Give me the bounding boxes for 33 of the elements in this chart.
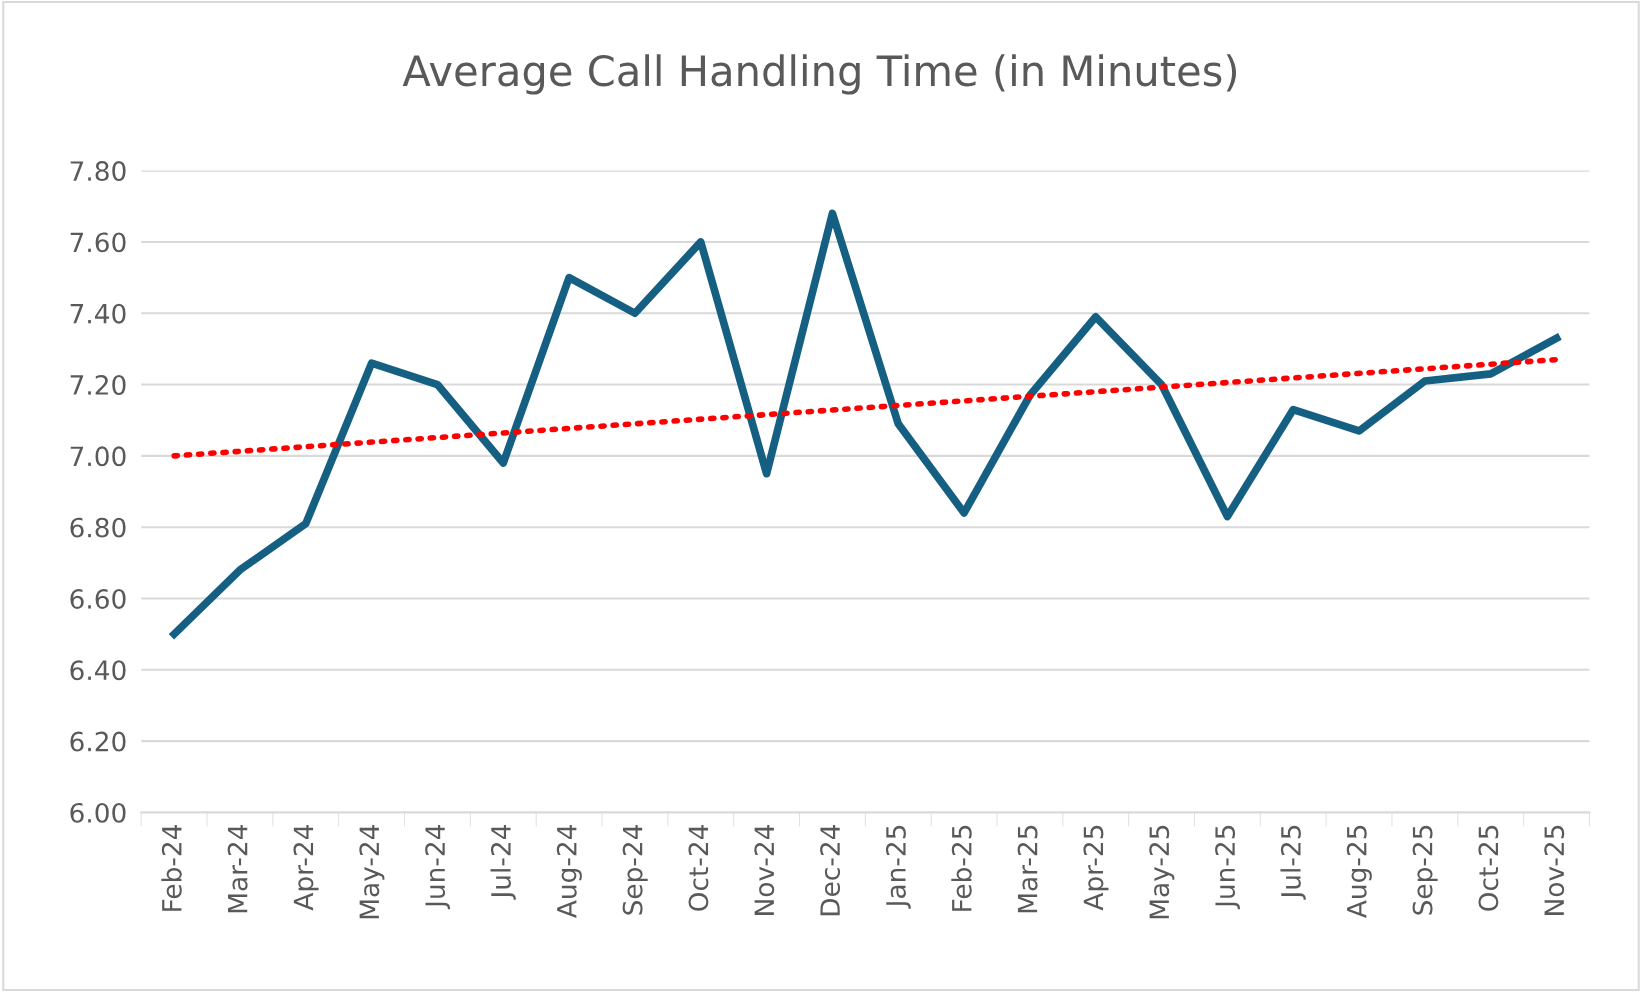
x-tick-label: Feb-25 [951,825,972,911]
x-tick-label: Mar-25 [1017,825,1038,913]
x-tick-label: Nov-25 [1544,825,1565,915]
x-tick-label: Aug-24 [556,825,582,918]
y-tick-label: 6.80 [70,517,126,538]
y-tick-label: 7.00 [70,446,126,467]
x-tick-label: Oct-24 [688,825,709,911]
x-tick-label: Jul-25 [1280,825,1306,900]
chart-title: Average Call Handling Time (in Minutes) [402,54,1237,95]
y-tick-label: 6.60 [70,588,126,609]
x-tick-label: Jun-25 [1215,825,1240,910]
x-tick-label: Oct-25 [1478,825,1499,911]
y-tick-label: 6.00 [70,802,126,823]
x-tick-label: Nov-24 [754,825,775,915]
y-tick-label: 7.20 [70,375,126,395]
x-tick-label: Sep-24 [622,825,648,915]
y-tick-label: 6.40 [70,660,126,681]
x-tick-label: Apr-24 [293,825,319,911]
x-tick-label: Dec-24 [820,825,841,916]
y-tick-label: 7.80 [70,161,126,182]
x-tick-label: Feb-24 [161,825,182,911]
x-tick-label: Mar-24 [227,825,248,913]
y-tick-label: 6.20 [70,731,126,752]
x-tick-label: May-25 [1149,825,1175,919]
x-tick-label: Jun-24 [425,825,451,910]
x-tick-label: Jul-24 [490,825,516,900]
x-tick-label: Apr-25 [1083,825,1109,911]
x-tick-label: Jan-25 [885,825,911,909]
y-tick-label: 7.40 [70,303,126,324]
x-tick-label: Sep-25 [1412,825,1438,915]
y-tick-label: 7.60 [70,232,126,253]
x-tick-label: Aug-25 [1346,825,1372,918]
x-tick-label: May-24 [359,825,385,919]
